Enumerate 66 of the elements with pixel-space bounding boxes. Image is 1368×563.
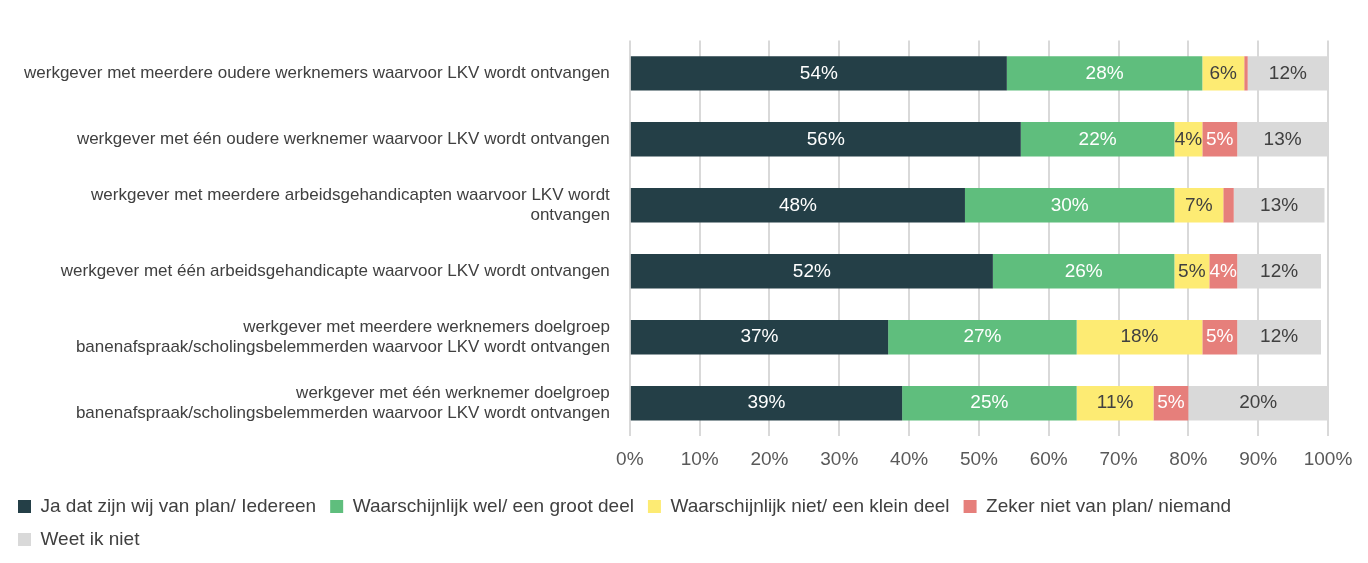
y-tick-label: werkgever met één werknemer doelgroep banenafspraak/scholingsbelemmerden waarvoor LKV wordt ontvangen	[75, 382, 610, 423]
x-tick-label: 70%	[1099, 447, 1138, 469]
data-label: 4%	[1209, 259, 1238, 281]
data-label: 11%	[1096, 391, 1134, 413]
y-tick-label: werkgever met één oudere werknemer waarvoor LKV wordt ontvangen	[75, 129, 610, 149]
data-label: 12%	[1260, 325, 1299, 347]
data-label: 48%	[778, 193, 818, 215]
data-label: 6%	[1209, 61, 1238, 83]
data-label: 13%	[1260, 193, 1299, 215]
bar	[630, 188, 965, 223]
x-tick-label: 20%	[750, 447, 789, 469]
data-label: 54%	[799, 61, 838, 83]
bar	[630, 254, 993, 289]
x-tick-label: 0%	[616, 447, 644, 469]
legend-label: Weet ik niet	[40, 527, 141, 549]
data-label: 7%	[1185, 193, 1213, 215]
data-label: 52%	[792, 259, 831, 281]
bar	[630, 56, 1007, 91]
x-tick-label: 10%	[680, 447, 719, 469]
bar	[1076, 320, 1203, 355]
bar	[888, 320, 1077, 355]
legend-label: Waarschijnlijk wel/ een groot deel	[352, 494, 634, 516]
data-label: 5%	[1178, 259, 1206, 281]
legend-label: Waarschijnlijk niet/ een klein deel	[670, 494, 950, 516]
data-label: 37%	[740, 325, 779, 347]
y-tick-label: werkgever met één arbeidsgehandicapte waarvoor LKV wordt ontvangen	[59, 260, 610, 280]
legend-label: Ja dat zijn wij van plan/ Iedereen	[40, 494, 317, 516]
bar	[964, 188, 1175, 223]
data-label: 20%	[1239, 391, 1278, 413]
data-label: 5%	[1206, 127, 1234, 149]
data-label: 25%	[970, 391, 1009, 413]
bar	[630, 385, 903, 421]
data-label: 4%	[1174, 127, 1203, 149]
x-tick-label: 50%	[959, 447, 999, 469]
bar	[902, 385, 1077, 421]
data-label: 26%	[1064, 259, 1103, 281]
bar	[1174, 188, 1224, 223]
x-tick-label: 30%	[820, 447, 859, 469]
data-label: 13%	[1263, 127, 1302, 149]
bar	[1223, 188, 1234, 223]
x-tick-label: 90%	[1239, 447, 1278, 469]
bar	[1020, 122, 1175, 157]
data-label: 22%	[1078, 127, 1117, 149]
bar	[1244, 56, 1248, 91]
data-label: 30%	[1050, 193, 1089, 215]
data-label: 5%	[1157, 391, 1185, 413]
data-label: 28%	[1085, 61, 1124, 83]
y-tick-label: werkgever met meerdere oudere werknemers waarvoor LKV wordt ontvangen	[22, 63, 610, 83]
y-tick-label: werkgever met meerdere arbeidsgehandicapten waarvoor LKV wordt ontvangen	[90, 184, 611, 225]
legend-label: Zeker niet van plan/ niemand	[986, 494, 1232, 516]
x-tick-label: 100%	[1303, 447, 1353, 469]
x-tick-label: 60%	[1029, 447, 1068, 469]
x-tick-label: 40%	[890, 447, 929, 469]
bar	[992, 254, 1175, 289]
data-label: 12%	[1260, 259, 1299, 281]
bar	[630, 122, 1021, 157]
data-label: 27%	[963, 325, 1002, 347]
data-label: 18%	[1120, 325, 1159, 347]
x-tick-label: 80%	[1169, 447, 1208, 469]
data-label: 56%	[806, 127, 845, 149]
data-label: 12%	[1268, 61, 1307, 83]
bar	[630, 320, 889, 355]
bar	[1006, 56, 1203, 91]
data-label: 5%	[1206, 325, 1234, 347]
data-label: 39%	[747, 391, 786, 413]
y-tick-label: werkgever met meerdere werknemers doelgroep banenafspraak/scholingsbelemmerden waarvoor LKV wordt ontvangen	[75, 316, 610, 357]
